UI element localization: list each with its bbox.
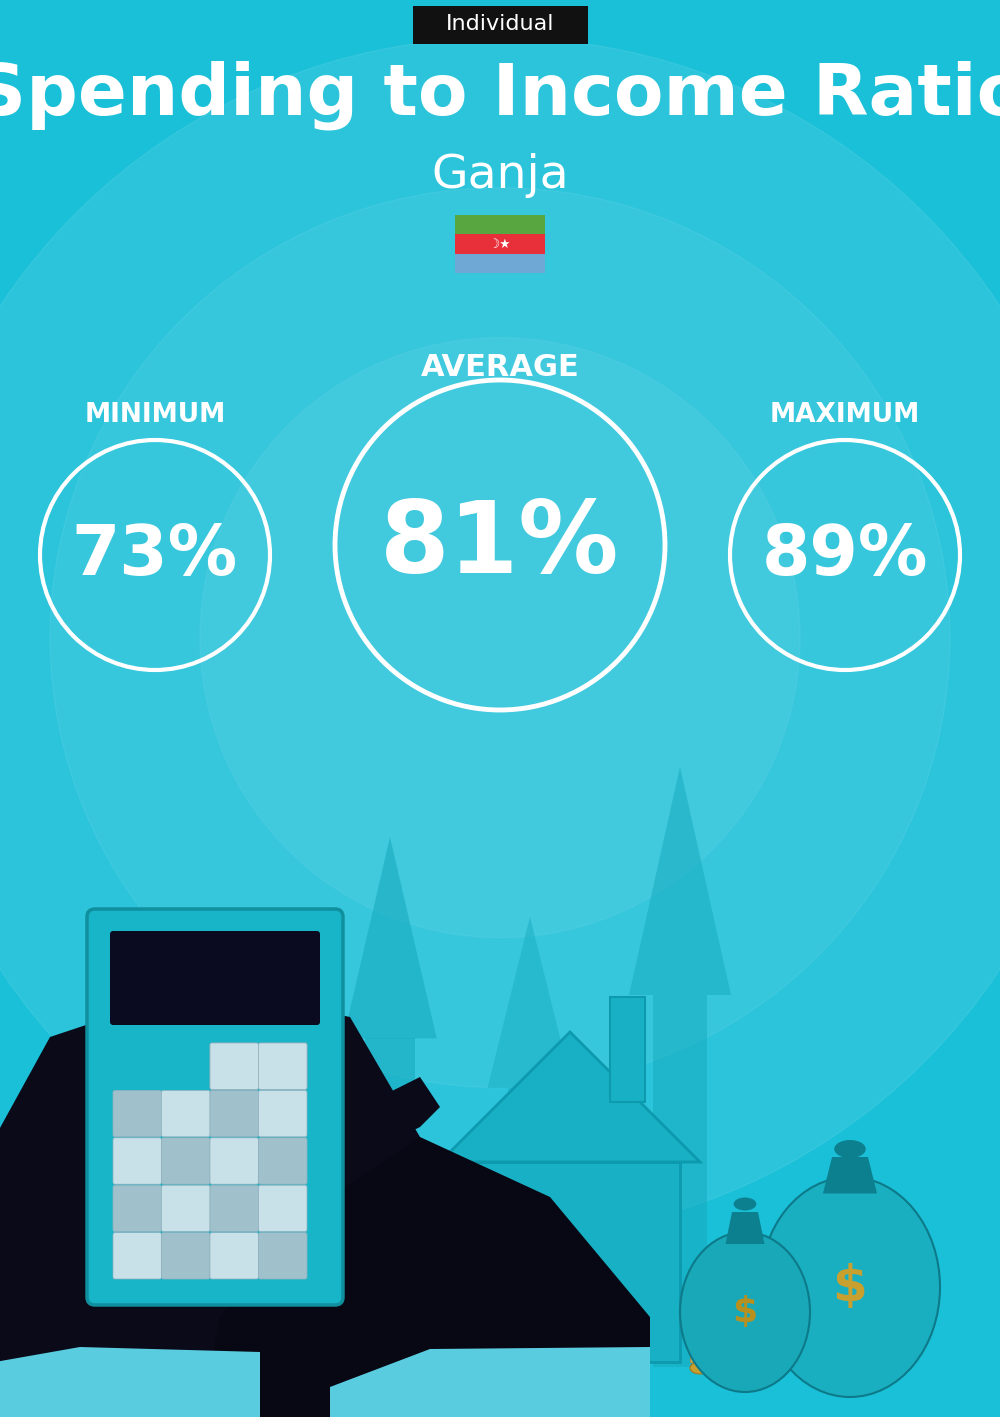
Bar — [548, 1272, 554, 1362]
FancyBboxPatch shape — [87, 908, 343, 1305]
Bar — [548, 1272, 592, 1362]
FancyBboxPatch shape — [210, 1185, 258, 1231]
Polygon shape — [653, 995, 707, 1367]
Bar — [706, 1277, 720, 1362]
Bar — [722, 1272, 736, 1280]
Ellipse shape — [734, 1362, 754, 1374]
Bar — [738, 1277, 752, 1362]
Text: 73%: 73% — [72, 521, 238, 588]
Bar — [455, 234, 545, 254]
Polygon shape — [460, 1162, 680, 1362]
Bar — [722, 1277, 736, 1362]
Polygon shape — [343, 837, 437, 1039]
Polygon shape — [610, 998, 645, 1102]
Bar — [738, 1272, 752, 1280]
FancyBboxPatch shape — [258, 1185, 307, 1231]
FancyBboxPatch shape — [258, 1043, 307, 1090]
Bar — [586, 1272, 592, 1362]
Text: $: $ — [833, 1263, 867, 1311]
Circle shape — [0, 38, 1000, 1237]
FancyBboxPatch shape — [113, 1233, 162, 1280]
Polygon shape — [250, 1077, 440, 1217]
Text: Spending to Income Ratio: Spending to Income Ratio — [0, 61, 1000, 130]
Text: MINIMUM: MINIMUM — [84, 402, 226, 428]
Circle shape — [200, 337, 800, 938]
Bar — [455, 215, 545, 234]
Polygon shape — [365, 1039, 415, 1367]
Polygon shape — [440, 1032, 700, 1162]
FancyBboxPatch shape — [113, 1185, 162, 1231]
Polygon shape — [823, 1158, 877, 1193]
Text: 81%: 81% — [380, 496, 620, 594]
FancyBboxPatch shape — [162, 1233, 210, 1280]
Polygon shape — [488, 917, 572, 1088]
FancyBboxPatch shape — [162, 1185, 210, 1231]
Polygon shape — [508, 1088, 552, 1367]
FancyBboxPatch shape — [210, 1043, 258, 1090]
Polygon shape — [330, 1348, 650, 1417]
Text: MAXIMUM: MAXIMUM — [770, 402, 920, 428]
Ellipse shape — [734, 1197, 756, 1210]
Polygon shape — [726, 1212, 765, 1244]
Bar — [455, 254, 545, 273]
Bar — [706, 1272, 720, 1280]
FancyBboxPatch shape — [210, 1138, 258, 1185]
Bar — [690, 1272, 704, 1280]
Ellipse shape — [834, 1141, 866, 1158]
FancyBboxPatch shape — [162, 1138, 210, 1185]
Bar — [770, 1272, 784, 1280]
FancyBboxPatch shape — [258, 1138, 307, 1185]
Ellipse shape — [680, 1231, 810, 1391]
FancyBboxPatch shape — [258, 1233, 307, 1280]
Polygon shape — [629, 767, 731, 995]
FancyBboxPatch shape — [110, 931, 320, 1024]
Polygon shape — [200, 1136, 650, 1417]
FancyBboxPatch shape — [210, 1043, 258, 1090]
Text: Ganja: Ganja — [431, 153, 569, 197]
Circle shape — [50, 187, 950, 1088]
Polygon shape — [0, 1348, 260, 1417]
FancyBboxPatch shape — [413, 6, 588, 44]
Bar — [754, 1277, 768, 1362]
Ellipse shape — [690, 1362, 710, 1374]
Text: 89%: 89% — [762, 521, 928, 588]
Ellipse shape — [760, 1178, 940, 1397]
Text: AVERAGE: AVERAGE — [421, 353, 579, 383]
Text: $: $ — [732, 1295, 758, 1329]
FancyBboxPatch shape — [258, 1043, 307, 1090]
FancyBboxPatch shape — [113, 1091, 162, 1136]
Bar — [754, 1272, 768, 1280]
Bar — [690, 1277, 704, 1362]
FancyBboxPatch shape — [258, 1091, 307, 1136]
Text: ☽★: ☽★ — [489, 238, 511, 251]
Text: Individual: Individual — [446, 14, 554, 34]
Ellipse shape — [712, 1362, 732, 1374]
FancyBboxPatch shape — [113, 1138, 162, 1185]
FancyBboxPatch shape — [210, 1091, 258, 1136]
Ellipse shape — [756, 1362, 776, 1374]
Bar — [770, 1277, 784, 1362]
Polygon shape — [0, 988, 420, 1417]
FancyBboxPatch shape — [210, 1233, 258, 1280]
FancyBboxPatch shape — [162, 1091, 210, 1136]
